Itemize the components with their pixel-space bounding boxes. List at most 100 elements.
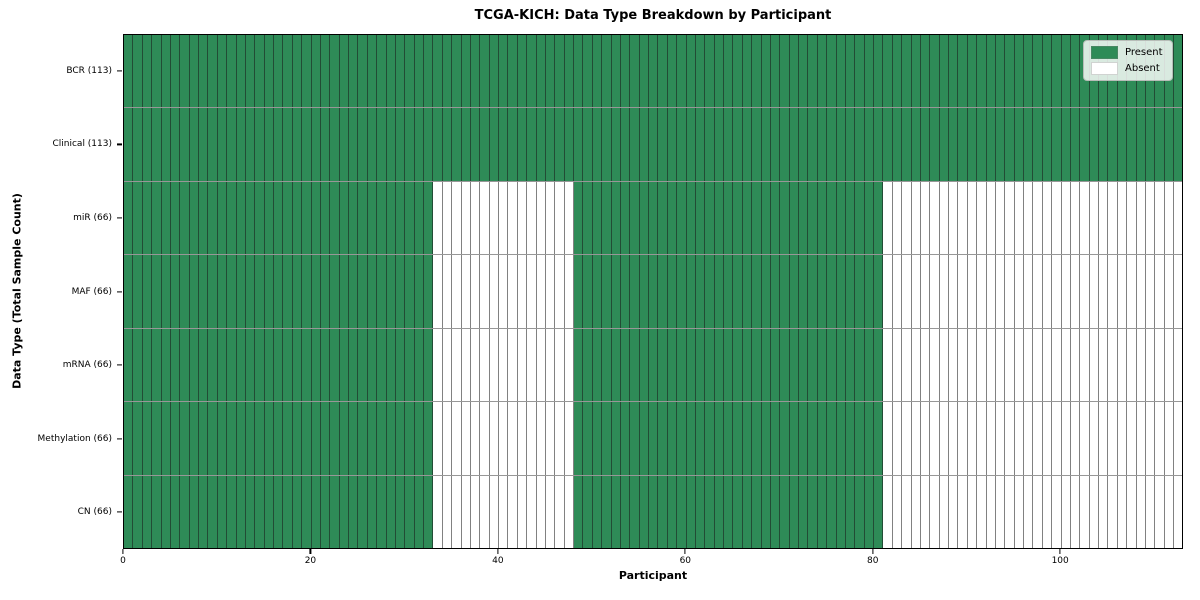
x-tick-label: 40 <box>492 556 504 566</box>
grid-cell <box>227 255 237 328</box>
y-tick-label: Clinical (113) <box>52 139 112 150</box>
grid-cell <box>1080 108 1090 181</box>
grid-cell <box>545 255 556 328</box>
grid-cell <box>1089 475 1099 548</box>
grid-cell <box>311 35 321 108</box>
grid-cell <box>1145 181 1156 255</box>
grid-cell <box>367 255 378 328</box>
grid-cell <box>892 475 903 548</box>
grid-cell <box>1155 402 1165 475</box>
grid-cell <box>236 35 246 108</box>
grid-cell <box>742 328 753 402</box>
grid-cell <box>949 35 959 108</box>
grid-cell <box>508 108 518 181</box>
plot-area <box>123 34 1183 549</box>
grid-cell <box>864 255 874 328</box>
grid-cell <box>977 475 987 548</box>
grid-cell <box>442 328 453 402</box>
grid-cell <box>930 181 940 255</box>
grid-cell <box>152 402 162 475</box>
grid-cell <box>658 108 668 181</box>
grid-cell <box>845 475 856 548</box>
grid-cell <box>1061 181 1071 255</box>
grid-cell <box>330 402 340 475</box>
grid-cell <box>649 35 659 108</box>
grid-cell <box>592 108 603 181</box>
grid-cell <box>499 402 509 475</box>
grid-cell <box>995 328 1006 402</box>
grid-cell <box>827 475 837 548</box>
grid-cell <box>517 475 528 548</box>
grid-cell <box>770 181 781 255</box>
grid-cell <box>817 328 828 402</box>
grid-cell <box>574 255 584 328</box>
grid-cell <box>630 255 640 328</box>
grid-cell <box>845 181 856 255</box>
grid-cell <box>827 108 837 181</box>
grid-cell <box>320 255 331 328</box>
grid-cell <box>958 181 968 255</box>
grid-cell <box>1061 35 1071 108</box>
grid-cell <box>545 328 556 402</box>
grid-cell <box>977 255 987 328</box>
grid-cell <box>724 35 734 108</box>
grid-cell <box>245 181 256 255</box>
grid-cell <box>1033 475 1043 548</box>
grid-cell <box>433 35 443 108</box>
grid-cell <box>133 255 143 328</box>
grid-cell <box>677 475 687 548</box>
x-tick-mark <box>684 549 686 554</box>
absent-swatch <box>1091 62 1118 75</box>
grid-cell <box>883 108 893 181</box>
grid-cell <box>986 108 996 181</box>
grid-cell <box>377 255 387 328</box>
grid-cell <box>686 108 696 181</box>
grid-cell <box>1145 475 1156 548</box>
x-tick-mark <box>497 549 499 554</box>
grid-cell <box>330 181 340 255</box>
grid-cell <box>170 402 181 475</box>
x-axis-label: Participant <box>618 569 688 582</box>
grid-cell <box>536 181 546 255</box>
grid-cell <box>799 181 809 255</box>
grid-cell <box>480 108 490 181</box>
grid-cell <box>499 181 509 255</box>
grid-cell <box>283 328 293 402</box>
grid-cell <box>855 181 865 255</box>
grid-cell <box>1117 328 1128 402</box>
grid-cell <box>461 402 471 475</box>
grid-cell <box>527 475 537 548</box>
grid-cell <box>920 402 931 475</box>
grid-cell <box>1108 475 1118 548</box>
grid-cell <box>199 181 209 255</box>
grid-cell <box>302 402 312 475</box>
grid-cell <box>799 475 809 548</box>
grid-cell <box>630 108 640 181</box>
grid-cell <box>639 402 649 475</box>
grid-cell <box>527 35 537 108</box>
grid-cell <box>142 35 153 108</box>
grid-cell <box>489 255 499 328</box>
grid-cell <box>255 181 265 255</box>
grid-cell <box>189 475 199 548</box>
y-tick-label: CN (66) <box>77 507 112 518</box>
grid-cell <box>677 181 687 255</box>
grid-cell <box>208 181 218 255</box>
grid-cell <box>780 475 790 548</box>
grid-cell <box>508 475 518 548</box>
grid-cell <box>480 328 490 402</box>
grid-cell <box>1042 255 1053 328</box>
grid-cell <box>1014 475 1024 548</box>
grid-cell <box>677 402 687 475</box>
grid-cell <box>677 328 687 402</box>
grid-cell <box>199 255 209 328</box>
grid-cell <box>386 402 396 475</box>
grid-cell <box>133 402 143 475</box>
grid-cell <box>349 108 359 181</box>
grid-cell <box>1052 328 1062 402</box>
grid-cell <box>133 108 143 181</box>
grid-cell <box>199 402 209 475</box>
grid-cell <box>724 328 734 402</box>
grid-cell <box>245 475 256 548</box>
grid-cell <box>555 402 565 475</box>
